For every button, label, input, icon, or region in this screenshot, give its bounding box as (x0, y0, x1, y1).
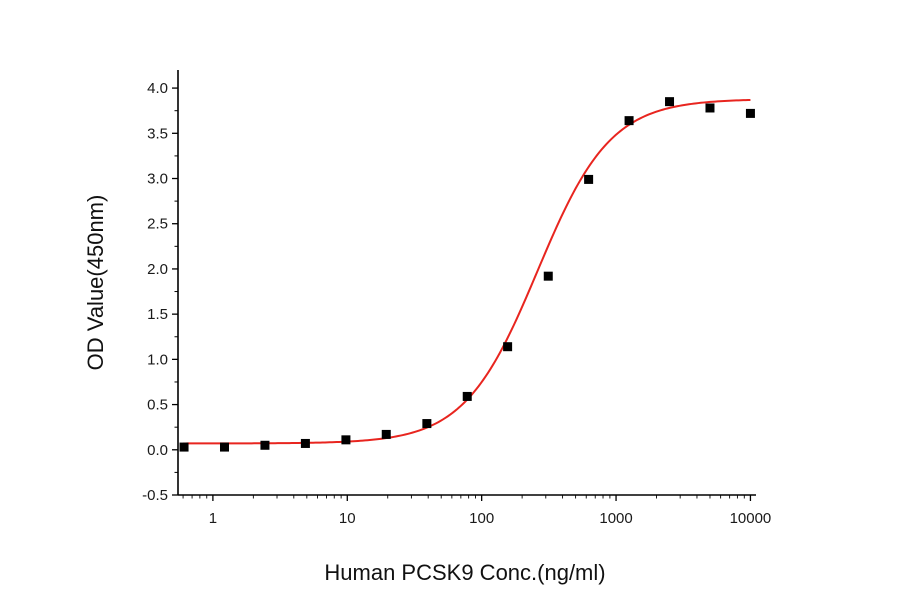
y-tick-label: 2.5 (147, 216, 168, 233)
x-tick-label: 100 (469, 510, 494, 527)
data-point (584, 174, 594, 184)
x-tick-label: 1000 (599, 510, 632, 527)
y-tick-label: 0.0 (147, 442, 168, 459)
fit-curve (183, 98, 751, 445)
data-point (341, 435, 351, 445)
data-point (381, 429, 391, 439)
x-tick-label: 10 (339, 510, 356, 527)
y-tick-label: 2.0 (147, 261, 168, 278)
data-point (705, 103, 715, 113)
data-marks (179, 97, 755, 452)
data-point (422, 419, 432, 429)
axes: -0.5 0.0 0.5 1.0 1.5 2.0 2.5 3.0 3.5 4.0 1 10 100 100… (142, 70, 771, 527)
y-tick-label: 3.5 (147, 125, 168, 142)
data-point (624, 116, 634, 126)
y-tick-label: 3.0 (147, 171, 168, 188)
y-tick-label: 1.0 (147, 351, 168, 368)
y-tick-label: 0.5 (147, 397, 168, 414)
data-point (219, 442, 229, 452)
data-point (745, 108, 755, 118)
y-tick-label: 4.0 (147, 80, 168, 97)
y-axis-title: OD Value(450nm) (83, 195, 108, 371)
x-tick-label: 1 (209, 510, 217, 527)
data-point (665, 97, 675, 107)
y-tick-label: 1.5 (147, 306, 168, 323)
x-tick-label: 10000 (730, 510, 772, 527)
x-axis-title: Human PCSK9 Conc.(ng/ml) (324, 560, 605, 585)
data-point (260, 440, 270, 450)
data-point (462, 391, 472, 401)
data-point (300, 438, 310, 448)
data-point (179, 442, 189, 452)
y-tick-label: -0.5 (142, 487, 168, 504)
data-point (543, 271, 553, 281)
data-point (503, 342, 513, 352)
